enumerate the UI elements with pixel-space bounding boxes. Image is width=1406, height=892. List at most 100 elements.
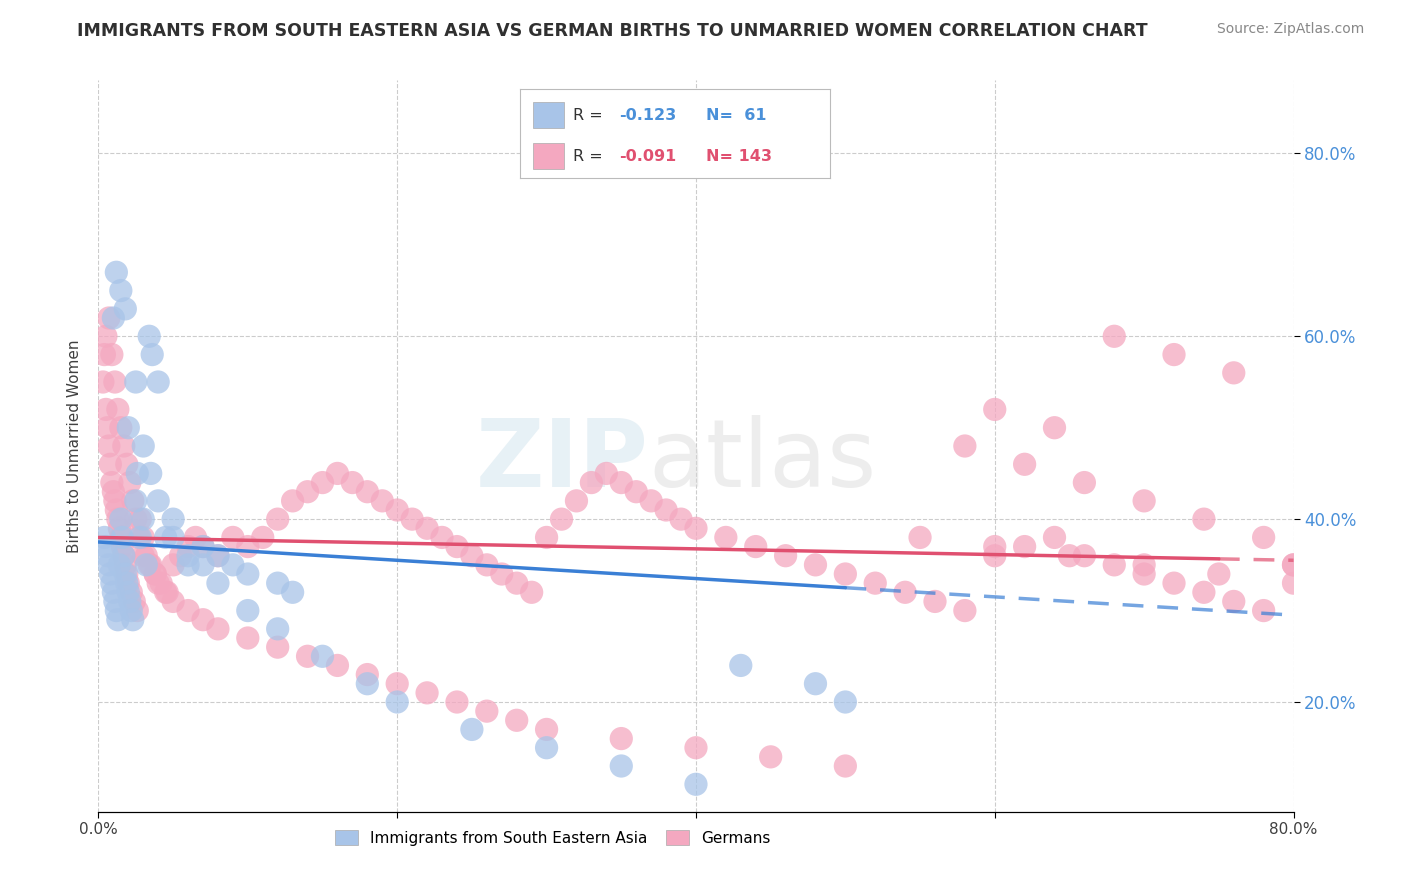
Point bbox=[385, 695, 409, 709]
Point bbox=[655, 503, 678, 517]
Point bbox=[1223, 594, 1246, 608]
Point bbox=[114, 567, 136, 582]
Point bbox=[1073, 549, 1095, 563]
Point bbox=[581, 475, 603, 490]
Point bbox=[177, 540, 200, 554]
Y-axis label: Births to Unmarried Women: Births to Unmarried Women bbox=[67, 339, 83, 553]
Point bbox=[685, 521, 707, 535]
Point bbox=[953, 439, 976, 453]
FancyBboxPatch shape bbox=[533, 143, 564, 169]
Point bbox=[162, 594, 184, 608]
Text: R =: R = bbox=[572, 108, 607, 122]
Point bbox=[267, 512, 290, 526]
Point bbox=[114, 301, 136, 316]
Point bbox=[236, 631, 259, 645]
Point bbox=[685, 740, 707, 755]
Point bbox=[94, 540, 117, 554]
Point bbox=[267, 640, 290, 655]
Point bbox=[110, 421, 132, 435]
Point bbox=[162, 558, 184, 572]
Point bbox=[1104, 558, 1126, 572]
Point bbox=[1043, 530, 1066, 544]
Point bbox=[184, 530, 207, 544]
Point bbox=[118, 594, 141, 608]
Point bbox=[550, 512, 572, 526]
Point bbox=[143, 567, 166, 582]
Point bbox=[1059, 549, 1081, 563]
Point bbox=[103, 585, 125, 599]
Point bbox=[984, 402, 1007, 417]
Point bbox=[207, 549, 229, 563]
Point bbox=[101, 475, 124, 490]
Point bbox=[326, 467, 349, 481]
Point bbox=[118, 475, 141, 490]
Point bbox=[461, 549, 484, 563]
Point bbox=[120, 585, 142, 599]
Point bbox=[1192, 585, 1215, 599]
Point bbox=[506, 714, 529, 728]
Point bbox=[506, 576, 529, 591]
Point bbox=[491, 567, 513, 582]
Point bbox=[139, 467, 162, 481]
Point bbox=[94, 329, 117, 343]
Point bbox=[356, 667, 378, 681]
Point bbox=[401, 512, 423, 526]
Point bbox=[1133, 567, 1156, 582]
Point bbox=[834, 759, 856, 773]
Point bbox=[138, 329, 160, 343]
Point bbox=[1282, 558, 1305, 572]
Point bbox=[177, 558, 200, 572]
Point bbox=[311, 475, 333, 490]
Point bbox=[162, 530, 184, 544]
Point bbox=[356, 484, 378, 499]
Point bbox=[98, 457, 122, 471]
Point bbox=[162, 512, 184, 526]
Point bbox=[804, 676, 827, 690]
Point bbox=[104, 494, 127, 508]
Point bbox=[125, 494, 148, 508]
Point bbox=[101, 576, 124, 591]
Point bbox=[156, 585, 179, 599]
Point bbox=[114, 558, 136, 572]
Point bbox=[356, 676, 378, 690]
Point bbox=[536, 530, 558, 544]
Point bbox=[97, 311, 120, 326]
Point bbox=[326, 658, 349, 673]
Point bbox=[191, 558, 214, 572]
Point bbox=[685, 777, 707, 791]
Text: IMMIGRANTS FROM SOUTH EASTERN ASIA VS GERMAN BIRTHS TO UNMARRIED WOMEN CORRELATI: IMMIGRANTS FROM SOUTH EASTERN ASIA VS GE… bbox=[77, 22, 1147, 40]
Point bbox=[1073, 475, 1095, 490]
Point bbox=[834, 695, 856, 709]
Point bbox=[222, 530, 245, 544]
Point bbox=[120, 603, 142, 617]
Point bbox=[135, 558, 157, 572]
Point bbox=[416, 521, 439, 535]
Point bbox=[669, 512, 692, 526]
Point bbox=[446, 540, 468, 554]
Point bbox=[96, 421, 118, 435]
Point bbox=[105, 265, 128, 279]
Point bbox=[730, 658, 752, 673]
Point bbox=[98, 567, 122, 582]
Point bbox=[1043, 421, 1066, 435]
Text: -0.123: -0.123 bbox=[619, 108, 676, 122]
Point bbox=[416, 686, 439, 700]
Point bbox=[191, 540, 214, 554]
Point bbox=[105, 503, 128, 517]
Point bbox=[96, 549, 118, 563]
Point bbox=[191, 613, 214, 627]
Point bbox=[1253, 603, 1275, 617]
Point bbox=[311, 649, 333, 664]
Point bbox=[1133, 494, 1156, 508]
Point bbox=[908, 530, 931, 544]
Point bbox=[714, 530, 737, 544]
Point bbox=[104, 594, 127, 608]
Point bbox=[94, 402, 117, 417]
Point bbox=[141, 348, 163, 362]
Point bbox=[1014, 540, 1036, 554]
Point bbox=[129, 530, 152, 544]
Point bbox=[103, 311, 125, 326]
Point bbox=[865, 576, 887, 591]
Point bbox=[117, 421, 139, 435]
Point bbox=[132, 530, 155, 544]
